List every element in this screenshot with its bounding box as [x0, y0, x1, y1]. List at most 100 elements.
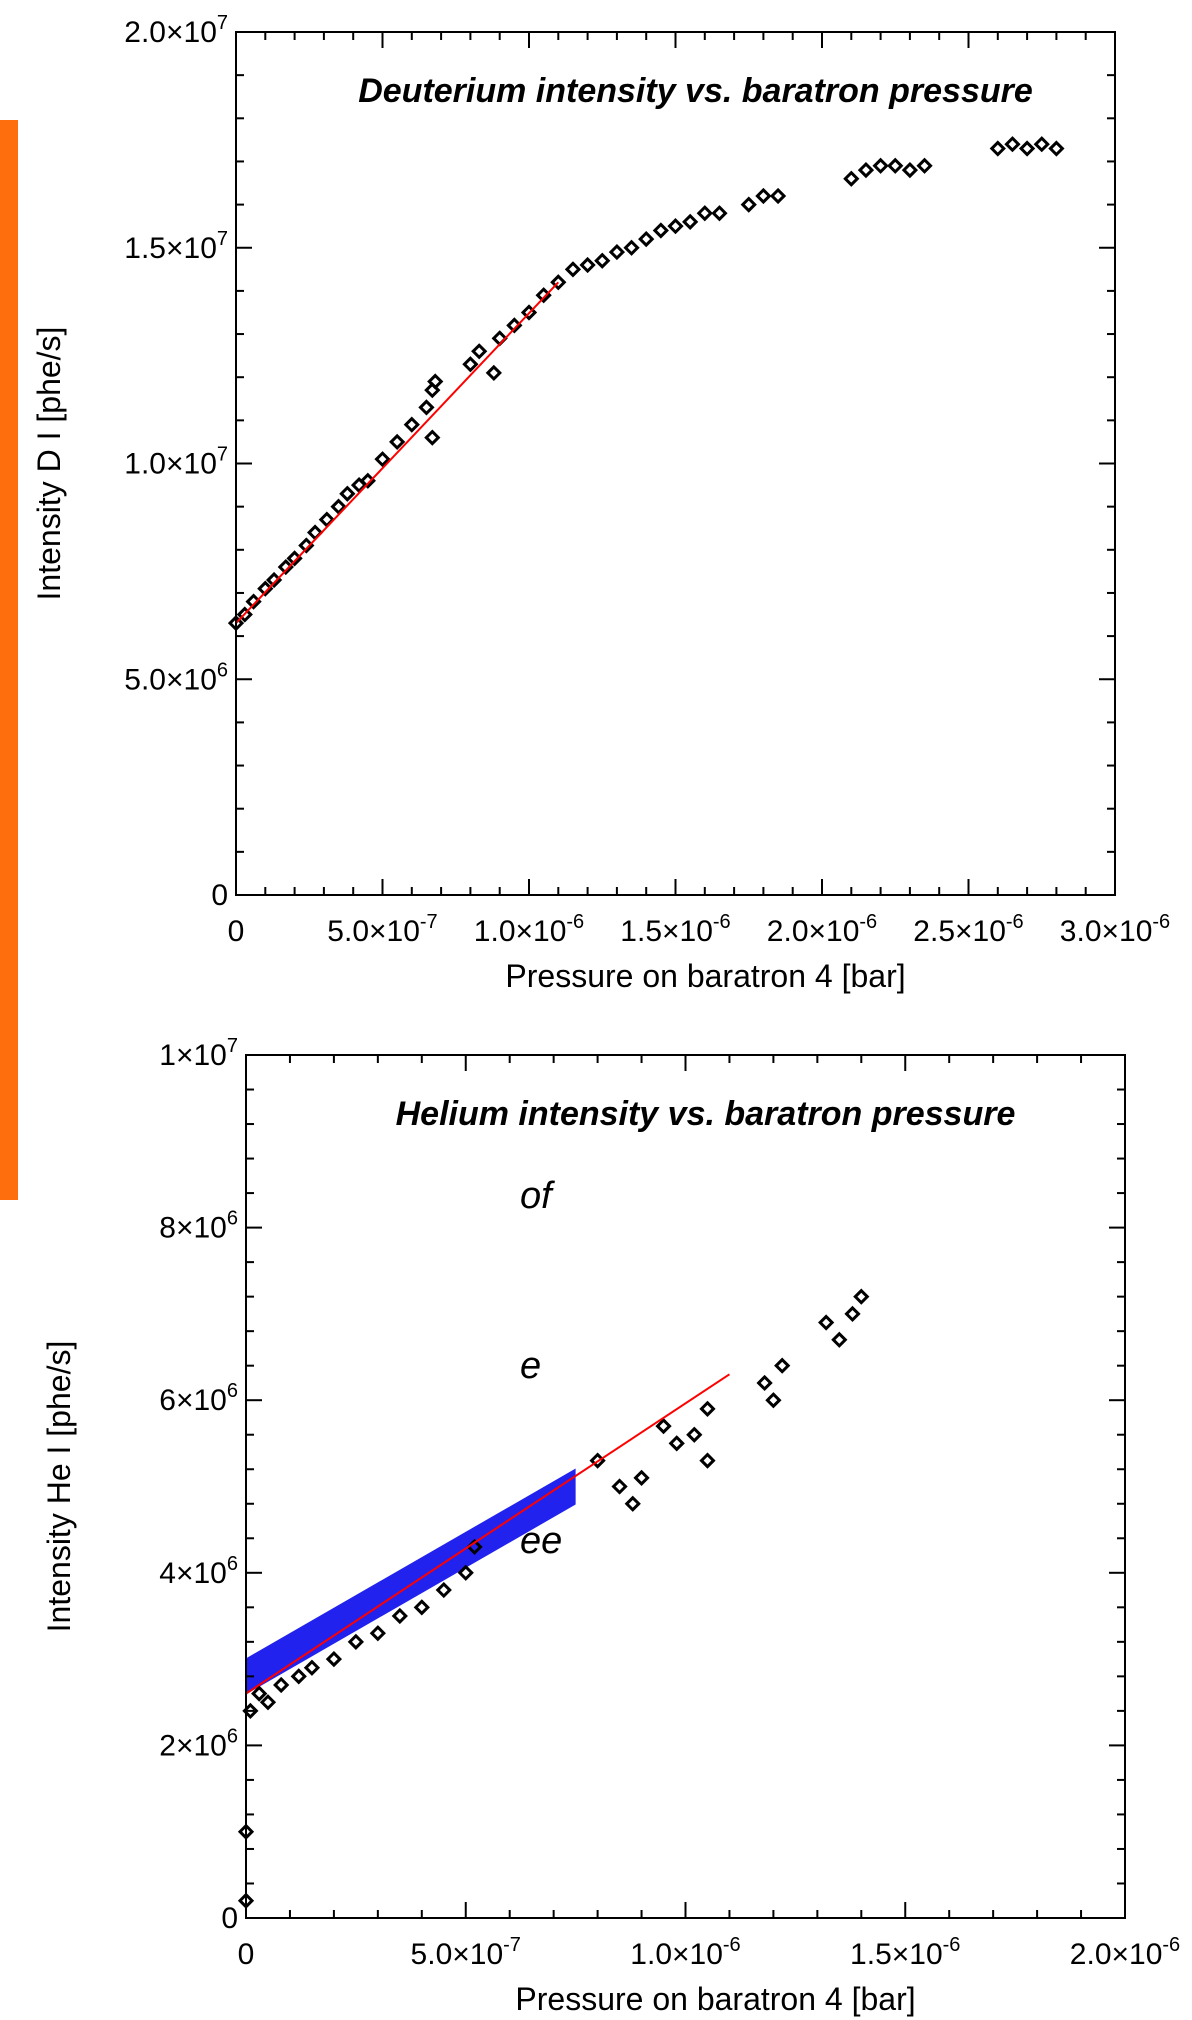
data-point	[564, 261, 582, 278]
y-tick-label: 5.0×106	[124, 659, 228, 696]
data-point	[347, 1633, 364, 1650]
data-point	[699, 1400, 716, 1417]
data-point	[369, 1625, 386, 1642]
data-point	[624, 1495, 641, 1512]
y-axis-label: Intensity D I [phe/s]	[31, 327, 67, 601]
x-axis-label: Pressure on baratron 4 [bar]	[515, 1981, 915, 2017]
data-point	[306, 524, 324, 541]
data-point	[403, 416, 420, 433]
data-point	[774, 1357, 791, 1374]
data-point	[623, 239, 640, 256]
data-point	[887, 157, 904, 174]
y-tick-label: 0	[221, 1902, 238, 1935]
data-point	[389, 433, 406, 451]
data-point	[1004, 136, 1021, 153]
x-tick-label: 0	[228, 915, 245, 948]
data-point	[765, 1392, 782, 1409]
data-point	[843, 170, 860, 187]
data-point	[1033, 136, 1050, 153]
data-point	[844, 1305, 861, 1323]
text-fragment-2: e	[520, 1345, 542, 1387]
x-tick-label: 0	[238, 1938, 255, 1971]
data-point	[818, 1314, 835, 1331]
data-point	[989, 140, 1006, 157]
data-point	[655, 1417, 672, 1435]
data-point	[462, 356, 479, 373]
data-point	[290, 1668, 307, 1685]
y-tick-label: 4×106	[159, 1553, 238, 1590]
data-point	[667, 218, 684, 235]
y-axis-label: Intensity He I [phe/s]	[41, 1341, 77, 1633]
data-point	[318, 511, 335, 528]
y-tick-label: 2.0×107	[124, 12, 228, 49]
data-point	[535, 287, 552, 304]
data-point	[769, 187, 787, 205]
x-tick-label: 3.0×10-6	[1060, 911, 1170, 948]
data-point	[1048, 140, 1065, 157]
x-tick-label: 1.0×10-6	[630, 1934, 740, 1971]
y-tick-label: 1×107	[159, 1035, 238, 1072]
data-point	[325, 1650, 343, 1668]
data-point	[711, 205, 728, 222]
data-point	[696, 205, 713, 222]
data-point	[413, 1599, 430, 1616]
y-tick-label: 6×106	[159, 1380, 238, 1417]
data-point	[374, 451, 391, 468]
data-point	[857, 161, 875, 179]
plot-1: 0 5.0×10-7 1.0×10-6 1.5×10-6 2.0×10-6 2.5×10-…	[31, 12, 1170, 994]
text-fragment-1: of	[520, 1175, 552, 1217]
y-tick-label: 1.5×107	[124, 228, 228, 265]
data-point	[872, 157, 889, 174]
x-tick-label: 1.5×10-6	[620, 911, 730, 948]
data-point	[638, 230, 655, 248]
data-point	[901, 161, 919, 179]
plot-frame	[235, 31, 1116, 896]
plot-frame	[245, 1054, 1126, 1919]
y-tick-label: 1.0×107	[124, 444, 228, 481]
data-point	[652, 222, 669, 239]
x-tick-label: 5.0×10-7	[327, 911, 437, 948]
x-tick-label: 1.0×10-6	[474, 911, 584, 948]
data-point	[471, 343, 488, 360]
data-point	[740, 196, 757, 213]
fit-line	[245, 1373, 731, 1695]
data-point	[273, 1676, 290, 1694]
data-point	[611, 1478, 628, 1495]
data-point	[435, 1581, 452, 1599]
highlight-band	[246, 1468, 576, 1695]
x-tick-label: 2.0×10-6	[767, 911, 877, 948]
data-point	[485, 364, 502, 382]
x-tick-label: 1.5×10-6	[850, 1934, 960, 1971]
data-point	[699, 1452, 716, 1469]
data-point	[755, 187, 772, 205]
data-point	[251, 1685, 268, 1702]
data-point	[686, 1426, 703, 1443]
data-point	[594, 252, 611, 269]
data-point	[303, 1659, 321, 1676]
data-point	[853, 1288, 870, 1305]
x-tick-label: 5.0×10-7	[411, 1934, 521, 1971]
data-point	[831, 1331, 848, 1348]
data-point	[916, 157, 933, 174]
data-point	[236, 606, 253, 623]
chart-title: Deuterium intensity vs. baratron pressur…	[358, 72, 1033, 110]
x-tick-label: 2.5×10-6	[913, 911, 1023, 948]
fit-line	[235, 281, 560, 624]
plot-2: 0 5.0×10-7 1.0×10-6 1.5×10-6 2.0×10-6 0 2×106 4…	[41, 1035, 1180, 2017]
data-point	[756, 1374, 773, 1392]
data-point	[608, 243, 626, 261]
data-point	[668, 1435, 685, 1452]
data-point	[259, 1694, 277, 1711]
data-point	[682, 213, 699, 230]
orange-accent-bar	[0, 120, 18, 1200]
y-tick-label: 2×106	[159, 1725, 238, 1762]
data-point	[550, 274, 567, 291]
y-tick-label: 0	[211, 879, 228, 912]
data-point	[427, 373, 444, 390]
chart-title: Helium intensity vs. baratron pressure	[396, 1095, 1016, 1133]
x-axis-label: Pressure on baratron 4 [bar]	[505, 958, 905, 994]
data-point	[1018, 140, 1036, 157]
data-point	[339, 485, 356, 502]
data-point	[579, 256, 596, 274]
